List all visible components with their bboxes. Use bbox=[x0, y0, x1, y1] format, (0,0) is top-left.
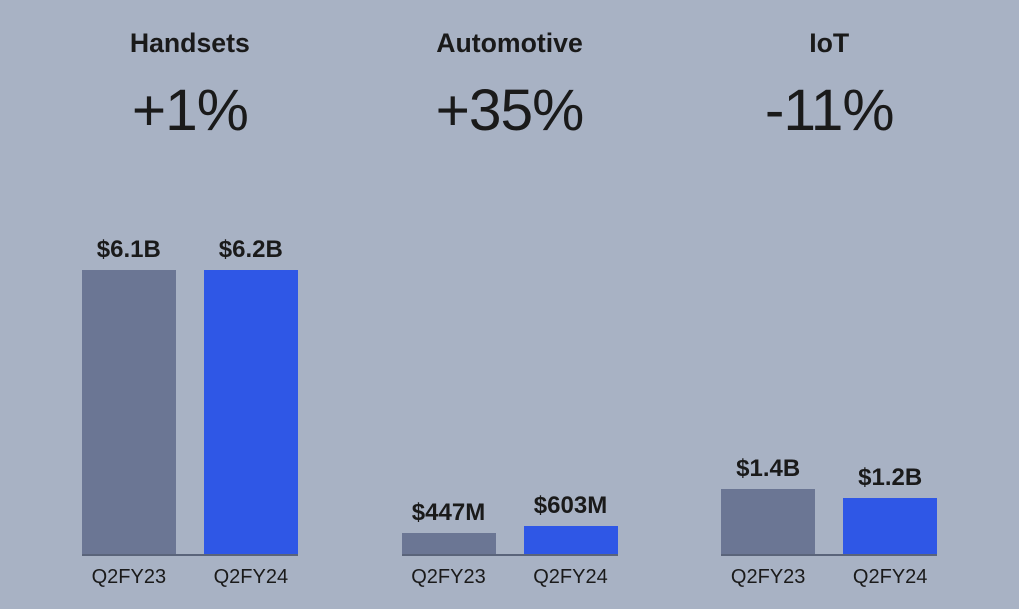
panel-iot: IoT -11% $1.4B $1.2B Q2FY23 Q2FY24 bbox=[669, 20, 989, 589]
x-label: Q2FY23 bbox=[402, 566, 496, 589]
bar-wrap-q2fy23: $6.1B bbox=[82, 236, 176, 554]
chart-area: $1.4B $1.2B Q2FY23 Q2FY24 bbox=[669, 144, 989, 589]
bar-value-label: $1.4B bbox=[736, 455, 800, 483]
x-label: Q2FY24 bbox=[524, 566, 618, 589]
panel-change-value: +1% bbox=[132, 77, 248, 144]
bar bbox=[204, 270, 298, 554]
bar-value-label: $6.2B bbox=[219, 236, 283, 264]
panel-handsets: Handsets +1% $6.1B $6.2B Q2FY23 Q2FY24 bbox=[30, 20, 350, 589]
x-label: Q2FY23 bbox=[721, 566, 815, 589]
bars-row: $1.4B $1.2B bbox=[721, 236, 937, 556]
bar bbox=[402, 533, 496, 554]
x-label: Q2FY23 bbox=[82, 566, 176, 589]
panel-title: Handsets bbox=[130, 28, 250, 59]
bar-value-label: $6.1B bbox=[97, 236, 161, 264]
panel-title: IoT bbox=[809, 28, 849, 59]
bar-value-label: $1.2B bbox=[858, 464, 922, 492]
panel-change-value: +35% bbox=[436, 77, 584, 144]
x-label: Q2FY24 bbox=[204, 566, 298, 589]
chart-area: $6.1B $6.2B Q2FY23 Q2FY24 bbox=[30, 144, 350, 589]
x-axis-labels: Q2FY23 Q2FY24 bbox=[721, 566, 937, 589]
panel-automotive: Automotive +35% $447M $603M Q2FY23 Q2FY2… bbox=[350, 20, 670, 589]
x-axis-labels: Q2FY23 Q2FY24 bbox=[82, 566, 298, 589]
bar bbox=[843, 498, 937, 554]
bar bbox=[721, 489, 815, 554]
bar-value-label: $603M bbox=[534, 492, 607, 520]
x-label: Q2FY24 bbox=[843, 566, 937, 589]
panel-change-value: -11% bbox=[765, 77, 894, 144]
bar bbox=[82, 270, 176, 554]
bar-value-label: $447M bbox=[412, 499, 485, 527]
bars-row: $6.1B $6.2B bbox=[82, 236, 298, 556]
chart-canvas: Handsets +1% $6.1B $6.2B Q2FY23 Q2FY24 A… bbox=[0, 0, 1019, 609]
bars-row: $447M $603M bbox=[402, 236, 618, 556]
bar-wrap-q2fy24: $1.2B bbox=[843, 236, 937, 554]
panel-title: Automotive bbox=[436, 28, 583, 59]
bar-wrap-q2fy24: $603M bbox=[524, 236, 618, 554]
bar bbox=[524, 526, 618, 554]
bar-wrap-q2fy23: $1.4B bbox=[721, 236, 815, 554]
chart-area: $447M $603M Q2FY23 Q2FY24 bbox=[350, 144, 670, 589]
bar-wrap-q2fy24: $6.2B bbox=[204, 236, 298, 554]
bar-wrap-q2fy23: $447M bbox=[402, 236, 496, 554]
x-axis-labels: Q2FY23 Q2FY24 bbox=[402, 566, 618, 589]
